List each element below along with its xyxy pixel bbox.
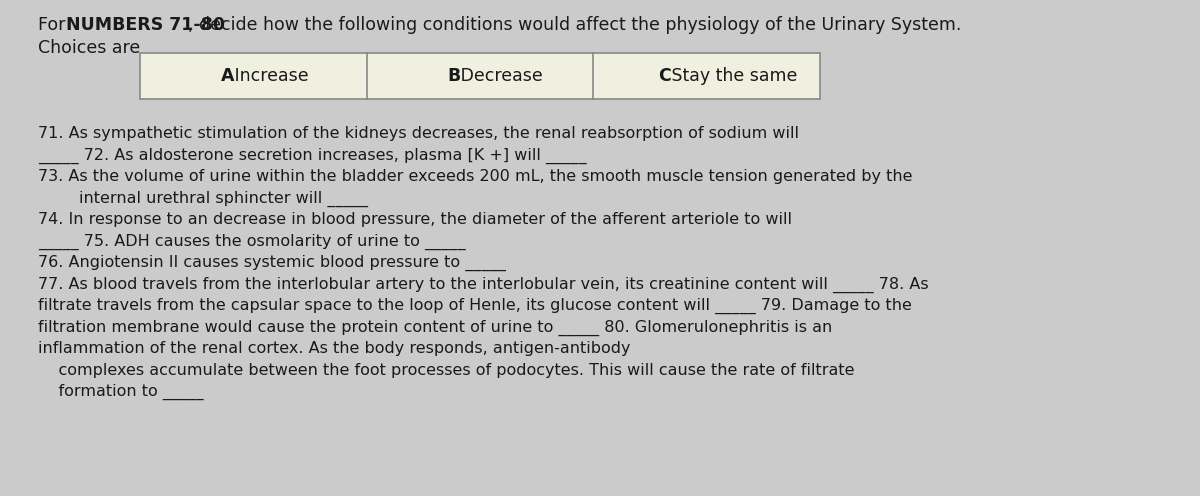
Text: Stay the same: Stay the same bbox=[666, 67, 797, 85]
Text: NUMBERS 71-80: NUMBERS 71-80 bbox=[66, 16, 226, 34]
Text: _____ 75. ADH causes the osmolarity of urine to _____: _____ 75. ADH causes the osmolarity of u… bbox=[38, 234, 466, 249]
Text: inflammation of the renal cortex. As the body responds, antigen-antibody: inflammation of the renal cortex. As the… bbox=[38, 341, 630, 356]
Bar bbox=[140, 53, 820, 99]
Text: For: For bbox=[38, 16, 71, 34]
Text: Increase: Increase bbox=[229, 67, 308, 85]
Text: formation to _____: formation to _____ bbox=[38, 384, 204, 400]
Text: 76. Angiotensin II causes systemic blood pressure to _____: 76. Angiotensin II causes systemic blood… bbox=[38, 255, 506, 271]
Text: internal urethral sphincter will _____: internal urethral sphincter will _____ bbox=[38, 190, 368, 207]
Text: Choices are: Choices are bbox=[38, 39, 140, 57]
Text: C: C bbox=[658, 67, 671, 85]
Text: , decide how the following conditions would affect the physiology of the Urinary: , decide how the following conditions wo… bbox=[188, 16, 961, 34]
Text: _____ 72. As aldosterone secretion increases, plasma [K +] will _____: _____ 72. As aldosterone secretion incre… bbox=[38, 147, 587, 164]
Text: 71. As sympathetic stimulation of the kidneys decreases, the renal reabsorption : 71. As sympathetic stimulation of the ki… bbox=[38, 126, 799, 141]
Text: filtration membrane would cause the protein content of urine to _____ 80. Glomer: filtration membrane would cause the prot… bbox=[38, 319, 833, 336]
Text: A: A bbox=[221, 67, 234, 85]
Text: 73. As the volume of urine within the bladder exceeds 200 mL, the smooth muscle : 73. As the volume of urine within the bl… bbox=[38, 169, 912, 184]
Text: filtrate travels from the capsular space to the loop of Henle, its glucose conte: filtrate travels from the capsular space… bbox=[38, 298, 912, 314]
Text: complexes accumulate between the foot processes of podocytes. This will cause th: complexes accumulate between the foot pr… bbox=[38, 363, 854, 377]
Bar bbox=[140, 53, 820, 99]
Text: Decrease: Decrease bbox=[456, 67, 544, 85]
Text: 77. As blood travels from the interlobular artery to the interlobular vein, its : 77. As blood travels from the interlobul… bbox=[38, 276, 929, 293]
Text: B: B bbox=[448, 67, 461, 85]
Text: 74. In response to an decrease in blood pressure, the diameter of the afferent a: 74. In response to an decrease in blood … bbox=[38, 212, 792, 227]
